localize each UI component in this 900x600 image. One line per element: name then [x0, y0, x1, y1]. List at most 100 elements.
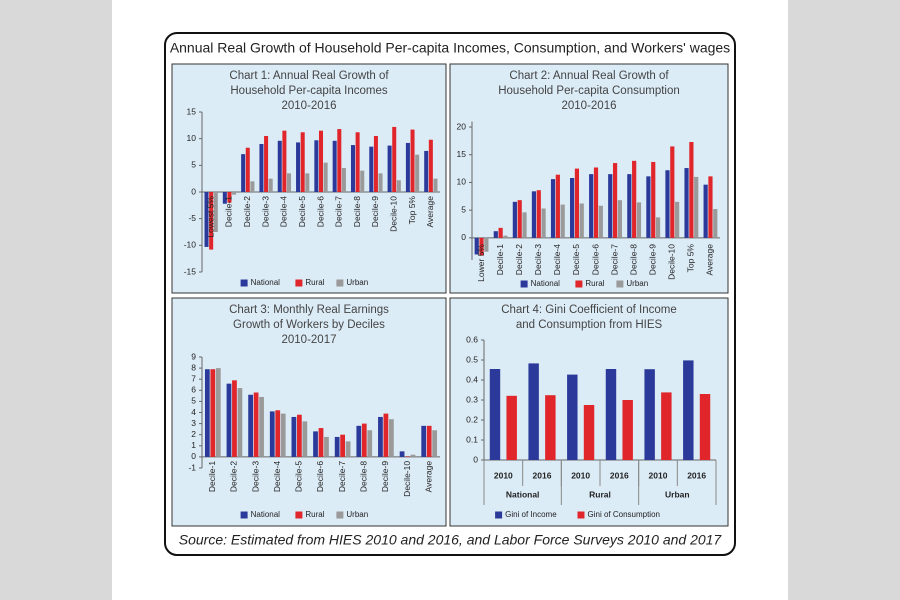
y-tick-label: 0.3: [466, 394, 478, 404]
y-tick-label: 15: [187, 106, 197, 116]
bar: [428, 139, 433, 192]
x-tick-label: Average: [425, 196, 435, 228]
group-label: Urban: [665, 489, 690, 499]
bar: [560, 204, 565, 238]
panel: [449, 63, 729, 294]
bar: [646, 176, 651, 238]
bar: [612, 163, 618, 238]
chart-title: 2010-2016: [562, 100, 617, 112]
bar: [227, 192, 232, 203]
y-tick-label: 7: [191, 373, 196, 383]
bar: [341, 168, 346, 192]
bar: [574, 168, 580, 238]
chart-title: Chart 3: Monthly Real Earnings: [229, 304, 389, 316]
x-tick-label: 2016: [687, 470, 706, 480]
legend-swatch: [336, 279, 344, 287]
bar: [210, 369, 216, 457]
x-tick-label: Decile-9: [647, 244, 657, 275]
bar: [593, 167, 599, 238]
bar: [259, 396, 264, 457]
bar: [215, 368, 221, 457]
y-tick-label: -15: [184, 266, 197, 276]
bar: [627, 174, 632, 238]
bar: [569, 178, 575, 238]
source-note: Source: Estimated from HIES 2010 and 201…: [179, 532, 723, 548]
bar: [314, 140, 319, 192]
x-tick-label: Decile-7: [609, 244, 619, 275]
bar: [204, 192, 209, 247]
bar: [318, 428, 324, 457]
bar: [209, 192, 214, 250]
bar: [387, 145, 392, 192]
chart-title: Household Per-capita Incomes: [230, 85, 387, 97]
bar: [598, 205, 603, 238]
bar: [484, 237, 489, 252]
x-tick-label: Decile-5: [297, 196, 307, 227]
bar: [213, 192, 218, 232]
bar: [622, 400, 633, 460]
legend-swatch: [495, 511, 503, 519]
x-tick-label: Decile-6: [315, 461, 325, 492]
y-tick-label: 15: [457, 149, 467, 159]
legend-label: Urban: [346, 278, 368, 287]
bar: [410, 454, 416, 457]
x-tick-label: Decile-1: [224, 196, 234, 227]
x-tick-label: Decile-3: [250, 461, 260, 492]
y-tick-label: 20: [457, 121, 467, 131]
bar: [389, 419, 394, 457]
x-tick-label: Decile-9: [380, 461, 390, 492]
legend-label: National: [251, 278, 281, 287]
legend-swatch: [336, 511, 344, 519]
bar: [541, 208, 546, 238]
x-tick-label: Decile-8: [359, 461, 369, 492]
bar: [392, 126, 397, 192]
bar: [583, 405, 595, 460]
bar: [415, 154, 420, 192]
x-tick-label: Decile-5: [294, 461, 304, 492]
legend-swatch: [520, 280, 528, 288]
legend-swatch: [240, 279, 248, 287]
bar: [248, 394, 253, 457]
bar: [345, 441, 351, 457]
y-tick-label: 5: [191, 160, 196, 170]
bar: [277, 140, 282, 192]
y-tick-label: 0: [473, 454, 478, 464]
bar: [340, 434, 346, 457]
x-tick-label: Top 5%: [407, 196, 417, 225]
bar: [204, 369, 210, 457]
chart-title: Growth of Workers by Deciles: [233, 319, 385, 331]
chart-title: and Consumption from HIES: [516, 319, 663, 331]
y-tick-label: 0.5: [466, 354, 478, 364]
x-tick-label: Lowest 5%: [205, 196, 215, 238]
bar: [670, 146, 675, 238]
bar: [300, 132, 305, 192]
bar: [713, 209, 718, 238]
bar: [399, 451, 405, 457]
bar: [661, 392, 672, 460]
bar: [226, 383, 232, 457]
bar: [517, 200, 522, 238]
bar: [498, 227, 503, 238]
bar: [651, 161, 656, 238]
bar: [589, 174, 594, 238]
bar: [373, 136, 378, 192]
bar: [493, 231, 498, 238]
bar: [324, 436, 329, 457]
bar: [378, 416, 383, 457]
side-band: [788, 0, 900, 600]
bar: [323, 162, 328, 192]
legend-label: Rural: [305, 278, 324, 287]
bar: [318, 130, 324, 192]
x-tick-label: Lower 5%: [476, 244, 486, 282]
bar: [232, 192, 237, 195]
x-tick-label: Decile-8: [352, 196, 362, 227]
bar: [369, 146, 374, 192]
bar: [355, 132, 360, 192]
y-tick-label: 5: [191, 396, 196, 406]
bar: [305, 173, 310, 192]
bar: [694, 176, 699, 238]
bar: [503, 235, 508, 238]
bar: [545, 395, 556, 460]
x-tick-label: Decile-10: [388, 196, 398, 232]
bar: [555, 174, 560, 238]
